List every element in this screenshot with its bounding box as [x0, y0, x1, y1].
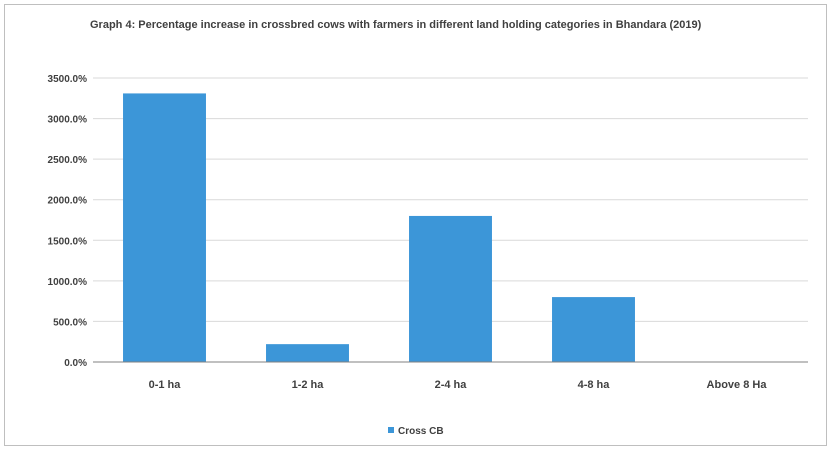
y-axis-ticks: 0.0% 500.0% 1000.0% 1500.0% 2000.0% 2500.0% 30…: [48, 74, 88, 369]
x-tick-label: Above 8 Ha: [707, 379, 768, 391]
legend-swatch: [388, 427, 394, 433]
bar: [552, 297, 635, 362]
x-axis-labels: 0-1 ha 1-2 ha 2-4 ha 4-8 ha Above 8 Ha: [149, 379, 768, 391]
legend-label: Cross CB: [398, 426, 444, 437]
bar: [266, 344, 349, 362]
x-tick-label: 4-8 ha: [578, 379, 611, 391]
x-tick-label: 1-2 ha: [292, 379, 325, 391]
y-tick-label: 500.0%: [53, 317, 87, 328]
bar: [409, 215, 492, 362]
x-tick-label: 2-4 ha: [435, 379, 468, 391]
bar: [123, 93, 206, 362]
x-tick-label: 0-1 ha: [149, 379, 182, 391]
y-tick-label: 0.0%: [64, 358, 87, 369]
y-tick-label: 2000.0%: [48, 196, 88, 207]
y-tick-label: 1000.0%: [48, 277, 88, 288]
legend: Cross CB: [388, 426, 444, 437]
y-tick-label: 3500.0%: [48, 74, 88, 85]
y-tick-label: 1500.0%: [48, 236, 88, 247]
y-tick-label: 3000.0%: [48, 115, 88, 126]
bars: [123, 93, 635, 362]
y-tick-label: 2500.0%: [48, 155, 88, 166]
chart-title: Graph 4: Percentage increase in crossbre…: [90, 19, 702, 31]
